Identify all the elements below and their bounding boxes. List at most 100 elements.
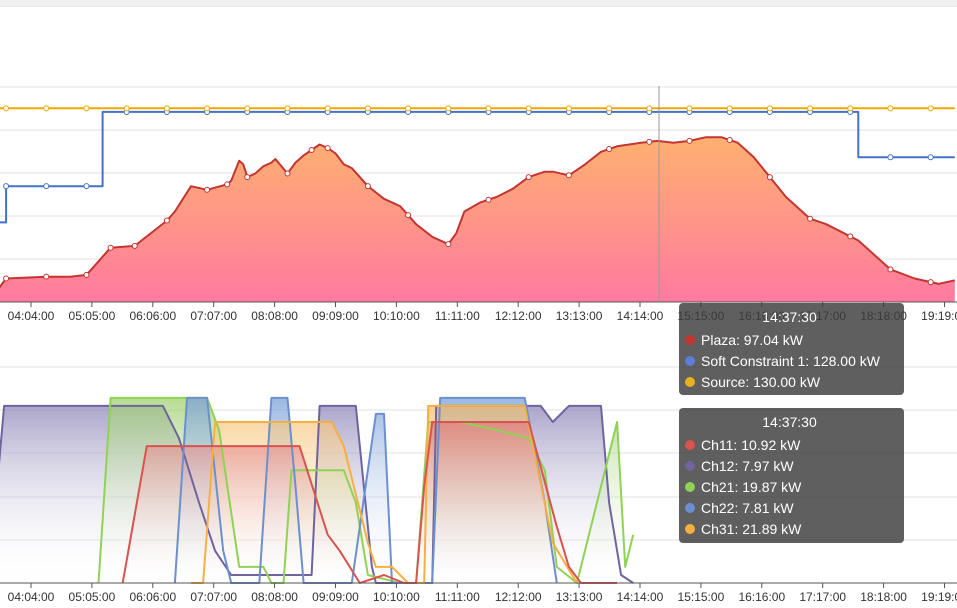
data-point[interactable] [308, 146, 315, 153]
data-point[interactable] [606, 105, 613, 112]
data-point[interactable] [807, 105, 814, 112]
top-series-markers [3, 105, 934, 286]
data-point[interactable] [83, 271, 90, 278]
x-tick-label: 05:05:00 [69, 309, 116, 323]
series-line-ch21[interactable] [97, 396, 635, 584]
data-point[interactable] [565, 105, 572, 112]
data-point[interactable] [83, 105, 90, 112]
x-tick-label: 06:06:00 [129, 309, 176, 323]
data-point[interactable] [847, 105, 854, 112]
data-point[interactable] [163, 105, 170, 112]
bottom-series-lines [0, 396, 635, 584]
data-point[interactable] [43, 183, 50, 190]
data-point[interactable] [927, 105, 934, 112]
x-tick-label: 14:14:00 [617, 309, 664, 323]
data-point[interactable] [927, 279, 934, 286]
data-point[interactable] [445, 105, 452, 112]
data-point[interactable] [131, 242, 138, 249]
bottom-x-axis: 04:04:00 05:05:00 06:06:00 07:07:00 08:08:00… [0, 582, 957, 604]
data-point[interactable] [887, 105, 894, 112]
data-point[interactable] [847, 233, 854, 240]
data-point[interactable] [686, 105, 693, 112]
top-chart: 04:04:00 05:05:00 06:06:00 07:07:00 08:08:00… [0, 86, 957, 323]
data-point[interactable] [284, 105, 291, 112]
data-point[interactable] [927, 154, 934, 161]
data-point[interactable] [224, 181, 231, 188]
series-line-soft-constraint-1[interactable] [0, 110, 955, 224]
x-tick-label: 16:16:00 [738, 590, 785, 604]
series-dot-icon [685, 523, 695, 534]
data-point[interactable] [405, 105, 412, 112]
data-point[interactable] [726, 137, 733, 144]
series-line-ch31[interactable] [191, 404, 578, 584]
data-point[interactable] [324, 145, 331, 152]
x-tick-label: 05:05:00 [69, 590, 116, 604]
data-point[interactable] [284, 170, 291, 177]
bottom-tooltip-row: Ch12: 7.97 kW [685, 455, 894, 476]
data-point[interactable] [485, 196, 492, 203]
top-tooltip-row: Soft Constraint 1: 128.00 kW [685, 350, 894, 371]
data-point[interactable] [83, 183, 90, 190]
top-border [0, 0, 957, 7]
data-point[interactable] [324, 105, 331, 112]
data-point[interactable] [3, 275, 10, 282]
data-point[interactable] [565, 172, 572, 179]
bottom-tooltip-row: Ch22: 7.81 kW [685, 497, 894, 518]
x-tick-label: 19:19:00 [921, 590, 957, 604]
data-point[interactable] [163, 217, 170, 224]
data-point[interactable] [525, 105, 532, 112]
x-tick-label: 08:08:00 [251, 590, 298, 604]
data-point[interactable] [887, 154, 894, 161]
data-point[interactable] [807, 215, 814, 222]
data-point[interactable] [686, 137, 693, 144]
bottom-tooltip-row: Ch31: 21.89 kW [685, 518, 894, 539]
bottom-tooltip-label: Ch21: 19.87 kW [701, 478, 802, 495]
series-dot-icon [685, 355, 695, 366]
bottom-tooltip-label: Ch31: 21.89 kW [701, 520, 802, 537]
bottom-tooltip-label: Ch12: 7.97 kW [701, 457, 794, 474]
data-point[interactable] [43, 273, 50, 280]
data-point[interactable] [766, 105, 773, 112]
data-point[interactable] [405, 212, 412, 219]
x-tick-label: 09:09:00 [312, 590, 359, 604]
data-point[interactable] [204, 105, 211, 112]
data-point[interactable] [107, 244, 114, 251]
bottom-tooltip-row: Ch21: 19.87 kW [685, 476, 894, 497]
data-point[interactable] [364, 183, 371, 190]
data-point[interactable] [364, 105, 371, 112]
top-tooltip: 14:37:30 Plaza: 97.04 kW Soft Constraint… [679, 303, 904, 395]
x-tick-label: 06:06:00 [129, 590, 176, 604]
bottom-tooltip-label: Ch22: 7.81 kW [701, 499, 794, 516]
data-point[interactable] [445, 241, 452, 248]
x-tick-label: 17:17:00 [799, 590, 846, 604]
data-point[interactable] [244, 105, 251, 112]
x-tick-label: 13:13:00 [556, 309, 603, 323]
data-point[interactable] [646, 105, 653, 112]
top-tooltip-label: Soft Constraint 1: 128.00 kW [701, 352, 880, 369]
top-tooltip-time: 14:37:30 [762, 309, 817, 325]
data-point[interactable] [204, 186, 211, 193]
data-point[interactable] [726, 105, 733, 112]
data-point[interactable] [887, 266, 894, 273]
series-area-ch11 [122, 422, 618, 583]
series-dot-icon [685, 334, 695, 345]
data-point[interactable] [485, 105, 492, 112]
data-point[interactable] [43, 105, 50, 112]
x-tick-label: 12:12:00 [495, 590, 542, 604]
data-point[interactable] [646, 138, 653, 145]
data-point[interactable] [3, 105, 10, 112]
data-point[interactable] [525, 174, 532, 181]
data-point[interactable] [244, 174, 251, 181]
x-tick-label: 19:19:00 [921, 309, 957, 323]
series-line-ch12[interactable] [0, 404, 634, 584]
data-point[interactable] [606, 146, 613, 153]
data-point[interactable] [766, 174, 773, 181]
x-tick-label: 11:11:00 [435, 309, 480, 323]
data-point[interactable] [123, 105, 130, 112]
series-dot-icon [685, 481, 695, 492]
x-tick-label: 09:09:00 [312, 309, 359, 323]
x-tick-label: 14:14:00 [617, 590, 664, 604]
x-tick-label: 08:08:00 [251, 309, 298, 323]
data-point[interactable] [3, 183, 10, 190]
